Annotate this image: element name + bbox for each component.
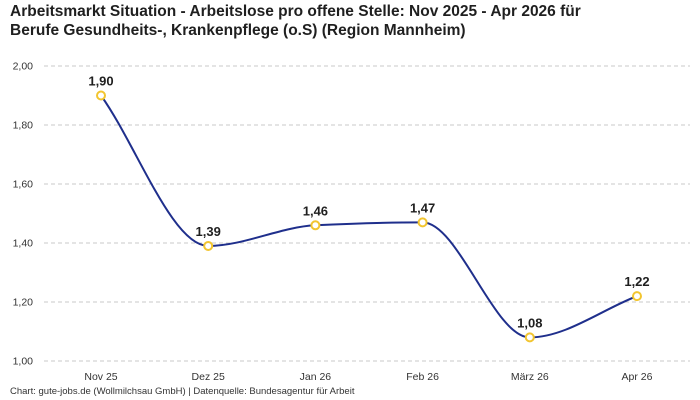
series-line	[100, 94, 638, 339]
data-labels: 1,90 1,39 1,46 1,47 1,08 1,22	[88, 74, 649, 331]
data-label: 1,22	[624, 274, 649, 289]
data-point	[524, 332, 535, 343]
chart-title-line-1: Arbeitsmarkt Situation - Arbeitslose pro…	[10, 3, 581, 20]
chart-footer-source: Chart: gute-jobs.de (Wollmilchsau GmbH) …	[10, 386, 355, 397]
data-point	[417, 217, 428, 228]
data-point	[96, 90, 106, 101]
data-label: 1,90	[88, 74, 113, 89]
x-tick-label: Apr 26	[622, 371, 653, 383]
x-tick-label: Feb 26	[406, 371, 439, 383]
data-label: 1,46	[303, 203, 328, 218]
x-tick-label: Nov 25	[84, 371, 117, 383]
chart-title-line-2: Berufe Gesundheits-, Krankenpflege (o.S)…	[10, 22, 466, 39]
y-tick-label: 1,20	[13, 297, 34, 309]
x-tick-label: Dez 25	[192, 371, 225, 383]
chart-title: Arbeitsmarkt Situation - Arbeitslose pro…	[10, 2, 690, 40]
y-tick-label: 1,60	[13, 179, 34, 191]
y-tick-label: 2,00	[13, 61, 34, 73]
x-axis-tick-labels: Nov 25 Dez 25 Jan 26 Feb 26 März 26 Apr 26	[84, 371, 652, 383]
data-points	[96, 90, 642, 343]
y-tick-label: 1,40	[13, 238, 34, 250]
data-point	[632, 291, 642, 302]
series-line-group	[100, 94, 638, 339]
y-axis-tick-labels: 1,00 1,20 1,40 1,60 1,80 2,00	[13, 61, 34, 368]
data-label: 1,47	[410, 200, 435, 215]
data-point	[310, 220, 321, 231]
y-tick-label: 1,80	[13, 120, 34, 132]
data-label: 1,39	[196, 224, 221, 239]
y-tick-label: 1,00	[13, 356, 34, 368]
data-label: 1,08	[517, 315, 542, 330]
data-point	[203, 240, 214, 251]
x-tick-label: Jan 26	[300, 371, 332, 383]
x-tick-label: März 26	[511, 371, 549, 383]
